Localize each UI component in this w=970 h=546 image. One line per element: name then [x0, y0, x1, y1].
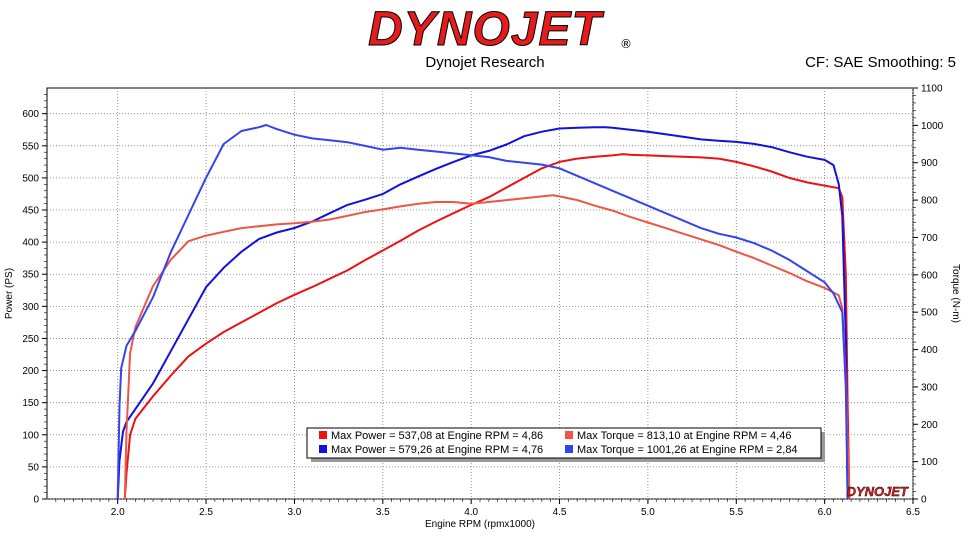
- correction-factor-info: CF: SAE Smoothing: 5: [805, 54, 956, 71]
- y-left-tick-label: 200: [22, 366, 39, 377]
- x-tick-label: 5.0: [641, 507, 655, 518]
- chart-subtitle: Dynojet Research: [425, 54, 545, 71]
- x-tick-label: 5.5: [729, 507, 743, 518]
- legend-swatch: [319, 445, 327, 453]
- x-tick-label: 6.0: [818, 507, 832, 518]
- y-left-tick-label: 250: [22, 334, 39, 345]
- y-left-tick-label: 500: [22, 173, 39, 184]
- legend-entry: Max Torque = 1001,26 at Engine RPM = 2,8…: [577, 444, 798, 456]
- y-left-tick-label: 0: [33, 495, 39, 506]
- x-tick-label: 2.0: [111, 507, 125, 518]
- y-left-tick-label: 450: [22, 206, 39, 217]
- x-tick-label: 2.5: [199, 507, 213, 518]
- y-left-tick-label: 600: [22, 109, 39, 120]
- y-left-axis-title: Power (PS): [4, 268, 15, 319]
- series-run2-torque: [116, 124, 849, 500]
- legend-box: [306, 427, 822, 459]
- legend: Max Power = 537,08 at Engine RPM = 4,86 M…: [306, 427, 825, 462]
- y-right-tick-label: 0: [921, 495, 927, 506]
- y-right-tick-label: 200: [921, 420, 938, 431]
- y-left-tick-label: 550: [22, 141, 39, 152]
- logo-text: DYNOJET: [368, 3, 604, 52]
- dynojet-logo: DYNOJET ®: [368, 3, 632, 53]
- legend-entry: Max Power = 537,08 at Engine RPM = 4,86: [331, 430, 543, 442]
- legend-entry: Max Power = 579,26 at Engine RPM = 4,76: [331, 444, 543, 456]
- x-tick-label: 3.5: [376, 507, 390, 518]
- y-right-tick-label: 400: [921, 345, 938, 356]
- y-right-tick-label: 1000: [921, 121, 944, 132]
- y-right-tick-label: 300: [921, 382, 938, 393]
- y-right-tick-label: 100: [921, 457, 938, 468]
- y-right-tick-label: 900: [921, 158, 938, 169]
- legend-entry: Max Torque = 813,10 at Engine RPM = 4,46: [577, 430, 791, 442]
- y-right-tick-label: 600: [921, 270, 938, 281]
- y-left-tick-label: 150: [22, 398, 39, 409]
- series-run1-power: [123, 153, 851, 500]
- legend-swatch: [319, 431, 327, 439]
- legend-swatch: [565, 431, 573, 439]
- y-left-tick-label: 100: [22, 430, 39, 441]
- x-tick-label: 4.5: [553, 507, 567, 518]
- y-right-tick-label: 800: [921, 196, 938, 207]
- y-left-tick-label: 300: [22, 302, 39, 313]
- watermark-logo: DYNOJET: [846, 484, 909, 499]
- registered-mark: ®: [620, 37, 632, 51]
- series-run2-power: [116, 126, 849, 500]
- y-left-tick-label: 400: [22, 238, 39, 249]
- y-left-tick-label: 350: [22, 270, 39, 281]
- y-right-tick-label: 1100: [921, 84, 943, 95]
- axes: 2.0 2.5 3.0 3.5 4.0 4.5 5.0 5.5 6.0 6.50501001502…: [4, 84, 961, 531]
- y-left-tick-label: 50: [28, 462, 40, 473]
- x-tick-label: 3.0: [287, 507, 301, 518]
- x-tick-label: 6.5: [906, 507, 920, 518]
- y-right-tick-label: 700: [921, 233, 938, 244]
- series-layer: [116, 124, 851, 500]
- x-tick-label: 4.0: [464, 507, 478, 518]
- x-axis-title: Engine RPM (rpmx1000): [425, 519, 535, 530]
- y-right-tick-label: 500: [921, 308, 938, 319]
- y-right-axis-title: Torque (N-m): [950, 264, 961, 323]
- legend-swatch: [565, 445, 573, 453]
- series-run1-torque: [123, 194, 851, 500]
- watermark-text: DYNOJET: [847, 484, 909, 499]
